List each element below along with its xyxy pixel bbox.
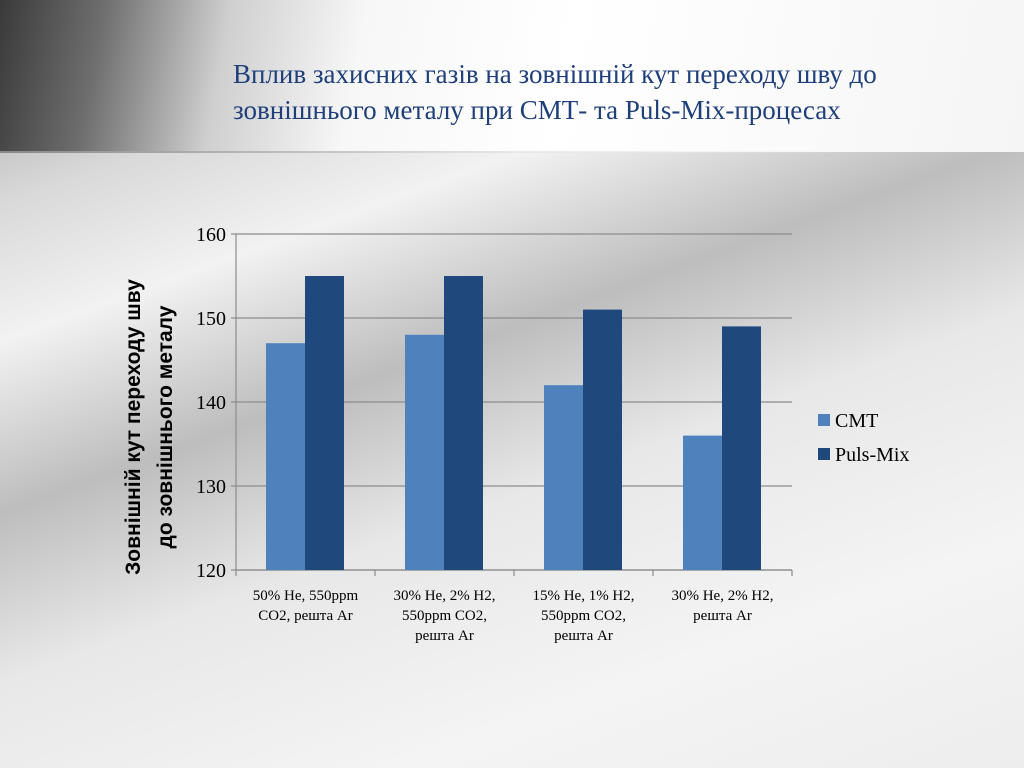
legend-label: CMT	[835, 410, 878, 432]
bar-puls-mix	[722, 326, 761, 570]
x-category-label: 550ppm CO2,	[541, 608, 626, 624]
header-divider	[0, 151, 860, 153]
x-category-label: 30% He, 2% H2,	[671, 588, 773, 604]
x-category-label: 30% He, 2% H2,	[393, 588, 495, 604]
y-tick-label: 130	[196, 476, 226, 498]
header-band	[0, 0, 1024, 152]
x-category-label: 550ppm CO2,	[402, 608, 487, 624]
y-tick-label: 150	[196, 308, 226, 330]
x-category-label: решта Ar	[693, 608, 752, 624]
bar-puls-mix	[583, 309, 622, 570]
slide-title: Вплив захисних газів на зовнішній кут пе…	[233, 59, 877, 125]
x-category-label: решта Ar	[415, 628, 474, 644]
bar-puls-mix	[305, 276, 344, 570]
legend-swatch	[818, 414, 830, 426]
y-tick-label: 140	[196, 392, 226, 414]
bar-cmt	[544, 385, 583, 570]
x-category-label: CO2, решта Ar	[258, 608, 353, 624]
bar-puls-mix	[444, 276, 483, 570]
bar-cmt	[683, 435, 722, 570]
x-category-label: решта Ar	[554, 628, 613, 644]
legend-label: Puls-Mix	[835, 444, 909, 466]
legend-swatch	[818, 448, 830, 460]
bar-cmt	[266, 343, 305, 570]
y-axis-label: до зовнішнього металу	[154, 305, 177, 548]
y-tick-label: 120	[196, 560, 226, 582]
x-category-label: 15% He, 1% H2,	[532, 588, 634, 604]
y-axis-label: Зовнішній кут переходу шву	[122, 279, 145, 575]
y-tick-label: 160	[196, 224, 226, 246]
x-category-label: 50% He, 550ppm	[253, 588, 359, 604]
bar-cmt	[405, 334, 444, 570]
